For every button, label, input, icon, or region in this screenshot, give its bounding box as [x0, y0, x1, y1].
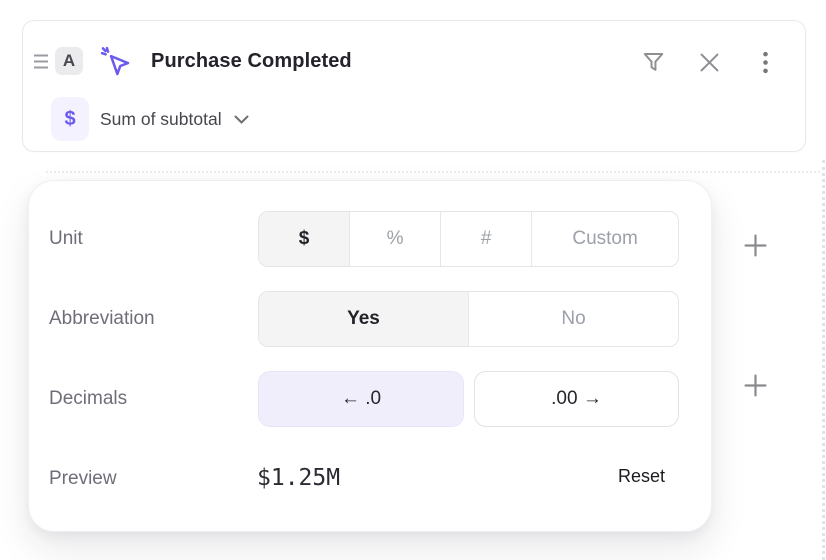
decimals-decrease-button[interactable]: ← .0: [258, 371, 464, 427]
metric-selector-label[interactable]: Sum of subtotal: [100, 108, 222, 129]
event-card: A Purchase Completed: [22, 20, 806, 152]
metric-row: $ Sum of subtotal: [51, 97, 250, 141]
click-event-icon: [100, 46, 132, 78]
drag-handle-icon[interactable]: [33, 53, 49, 70]
reset-button[interactable]: Reset: [617, 466, 665, 486]
more-menu-icon[interactable]: [753, 50, 778, 75]
abbreviation-label: Abbreviation: [49, 308, 155, 329]
unit-option-number[interactable]: #: [440, 212, 532, 266]
abbreviation-row: Abbreviation Yes No: [29, 291, 711, 347]
canvas-guide-vertical: [822, 160, 825, 560]
decimals-row: Decimals ← .0 .00 →: [29, 371, 711, 427]
decimals-label: Decimals: [49, 388, 128, 409]
event-card-actions: [641, 50, 778, 75]
unit-label: Unit: [49, 228, 83, 249]
add-button-bottom[interactable]: [742, 372, 768, 398]
unit-segmented-control: $ % # Custom: [258, 211, 679, 267]
unit-option-dollar[interactable]: $: [259, 212, 350, 266]
preview-label: Preview: [49, 468, 117, 489]
add-button-top[interactable]: [742, 232, 768, 258]
filter-icon[interactable]: [641, 50, 666, 75]
unit-row: Unit $ % # Custom: [29, 211, 711, 267]
decimals-increase-button[interactable]: .00 →: [474, 371, 679, 427]
abbreviation-segmented-control: Yes No: [258, 291, 679, 347]
unit-option-percent[interactable]: %: [349, 212, 441, 266]
chevron-down-icon[interactable]: [233, 113, 250, 126]
number-format-panel: Unit $ % # Custom Abbreviation Yes No De…: [28, 180, 712, 532]
event-title: Purchase Completed: [151, 50, 352, 72]
event-order-badge: A: [55, 47, 83, 75]
abbreviation-option-yes[interactable]: Yes: [259, 292, 468, 346]
close-icon[interactable]: [697, 50, 722, 75]
dollar-unit-icon: $: [51, 97, 89, 141]
preview-value: $1.25M: [257, 465, 341, 491]
abbreviation-option-no[interactable]: No: [468, 292, 678, 346]
canvas-guide-horizontal: [46, 171, 820, 173]
unit-option-custom[interactable]: Custom: [531, 212, 678, 266]
preview-row: Preview $1.25M Reset: [29, 451, 711, 507]
